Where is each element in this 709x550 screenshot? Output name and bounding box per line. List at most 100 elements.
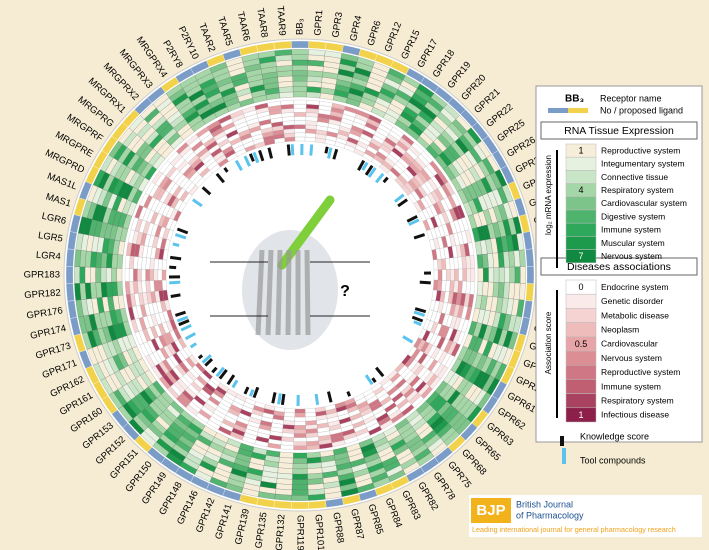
receptor-label: GPR3 <box>330 11 345 38</box>
legend-score: 0.5 <box>575 339 588 349</box>
helix-gray <box>265 249 274 336</box>
ligand-cell <box>66 248 75 267</box>
tool-bar <box>361 161 369 171</box>
tool-bar <box>413 320 422 327</box>
disease-cell <box>305 132 317 138</box>
disease-cell <box>433 269 439 281</box>
expression-cell <box>111 281 118 297</box>
disease-cell <box>294 124 306 129</box>
receptor-label: GPR88 <box>330 512 346 544</box>
disease-cell <box>283 132 295 138</box>
knowledge-bar <box>201 186 212 196</box>
receptor-label: LGR5 <box>37 230 63 245</box>
legend-swatch <box>565 379 597 394</box>
ligand-cell <box>525 283 534 302</box>
expression-cell <box>291 59 309 66</box>
expression-cell <box>293 452 307 459</box>
knowledge-bar <box>204 358 214 367</box>
knowledge-bar <box>218 367 229 380</box>
disease-cell <box>441 269 447 281</box>
disease-cell <box>466 268 471 282</box>
disease-cell <box>133 268 138 282</box>
knowledge-bar <box>211 366 218 374</box>
ligand-cell <box>525 248 534 267</box>
ligand-swatch <box>568 108 588 113</box>
tool-bar <box>172 242 180 247</box>
expression-cell <box>293 91 307 98</box>
legend-swatch <box>565 196 597 211</box>
disease-cell <box>293 108 307 113</box>
expression-cell <box>306 91 321 99</box>
ligand-cell <box>65 266 74 284</box>
legend-swatch <box>565 364 597 380</box>
disease-cell <box>437 258 443 270</box>
disease-cell <box>305 412 317 418</box>
receptor-label: GPR176 <box>26 305 64 321</box>
legend-score: 1 <box>578 410 583 420</box>
expression-cell <box>306 462 322 469</box>
knowledge-bar <box>248 153 255 162</box>
knowledge-bar <box>223 167 229 173</box>
knowledge-bar <box>346 391 352 397</box>
disease-cell <box>161 279 167 291</box>
legend-swatch <box>565 209 597 224</box>
disease-cell <box>284 136 296 142</box>
ligand-cell <box>291 501 309 510</box>
receptor-label: GPR183 <box>24 270 60 281</box>
legend-rna-title: RNA Tissue Expression <box>564 125 674 137</box>
legend-item: Nervous system <box>601 251 662 261</box>
tool-swatch <box>562 448 566 464</box>
expression-cell <box>106 281 113 297</box>
legend-score: 4 <box>578 185 583 195</box>
disease-cell <box>157 269 163 281</box>
journal-abbr: BJP <box>476 502 505 519</box>
receptor-label: TAAR9 <box>274 5 287 36</box>
ligand-cell <box>66 283 75 302</box>
legend-disease-axis: Association score <box>544 311 553 374</box>
expression-cell <box>74 266 80 284</box>
disease-cell <box>294 132 306 138</box>
knowledge-bar <box>197 354 204 360</box>
legend-header <box>540 121 698 140</box>
legend-swatch <box>565 322 597 338</box>
receptor-label: LGR4 <box>36 250 62 263</box>
tool-bar <box>189 342 198 349</box>
expression-cell <box>482 281 489 297</box>
disease-cell <box>293 104 307 109</box>
disease-cell <box>450 269 455 281</box>
disease-cell <box>293 112 307 117</box>
tool-bar <box>231 379 239 389</box>
expression-cell <box>292 70 308 77</box>
disease-cell <box>145 269 150 281</box>
knowledge-bar <box>243 386 250 395</box>
legend-score: 7 <box>578 251 583 261</box>
helix-gray <box>304 249 311 336</box>
legend-swatch <box>565 249 597 264</box>
legend-tools: Tool compounds <box>580 455 646 465</box>
journal-tagline: Leading international journal for genera… <box>472 525 676 534</box>
expression-cell <box>100 267 107 283</box>
disease-cell <box>293 433 307 438</box>
expression-cell <box>291 495 309 501</box>
helix-gray <box>255 249 265 336</box>
disease-cell <box>293 116 307 121</box>
legend-item: Nervous system <box>601 353 662 363</box>
disease-cell <box>129 268 134 282</box>
disease-cell <box>293 429 307 434</box>
expression-cell <box>106 267 112 283</box>
legend-item: Metabolic disease <box>601 310 669 320</box>
legend-score: 0 <box>578 282 583 292</box>
disease-cell <box>458 268 463 282</box>
legend-item: Connective tissue <box>601 172 668 182</box>
disease-cell <box>294 120 306 125</box>
expression-cell <box>278 457 294 464</box>
disease-cell <box>293 99 307 105</box>
expression-cell <box>306 457 322 464</box>
receptor-label: GPR101 <box>312 514 326 550</box>
ligand-cell <box>526 266 535 284</box>
disease-cell <box>433 279 439 291</box>
ligand-cell <box>273 500 292 509</box>
expression-cell <box>111 253 118 269</box>
legend-item: Reproductive system <box>601 145 680 155</box>
receptor-label: GPR132 <box>274 514 288 550</box>
